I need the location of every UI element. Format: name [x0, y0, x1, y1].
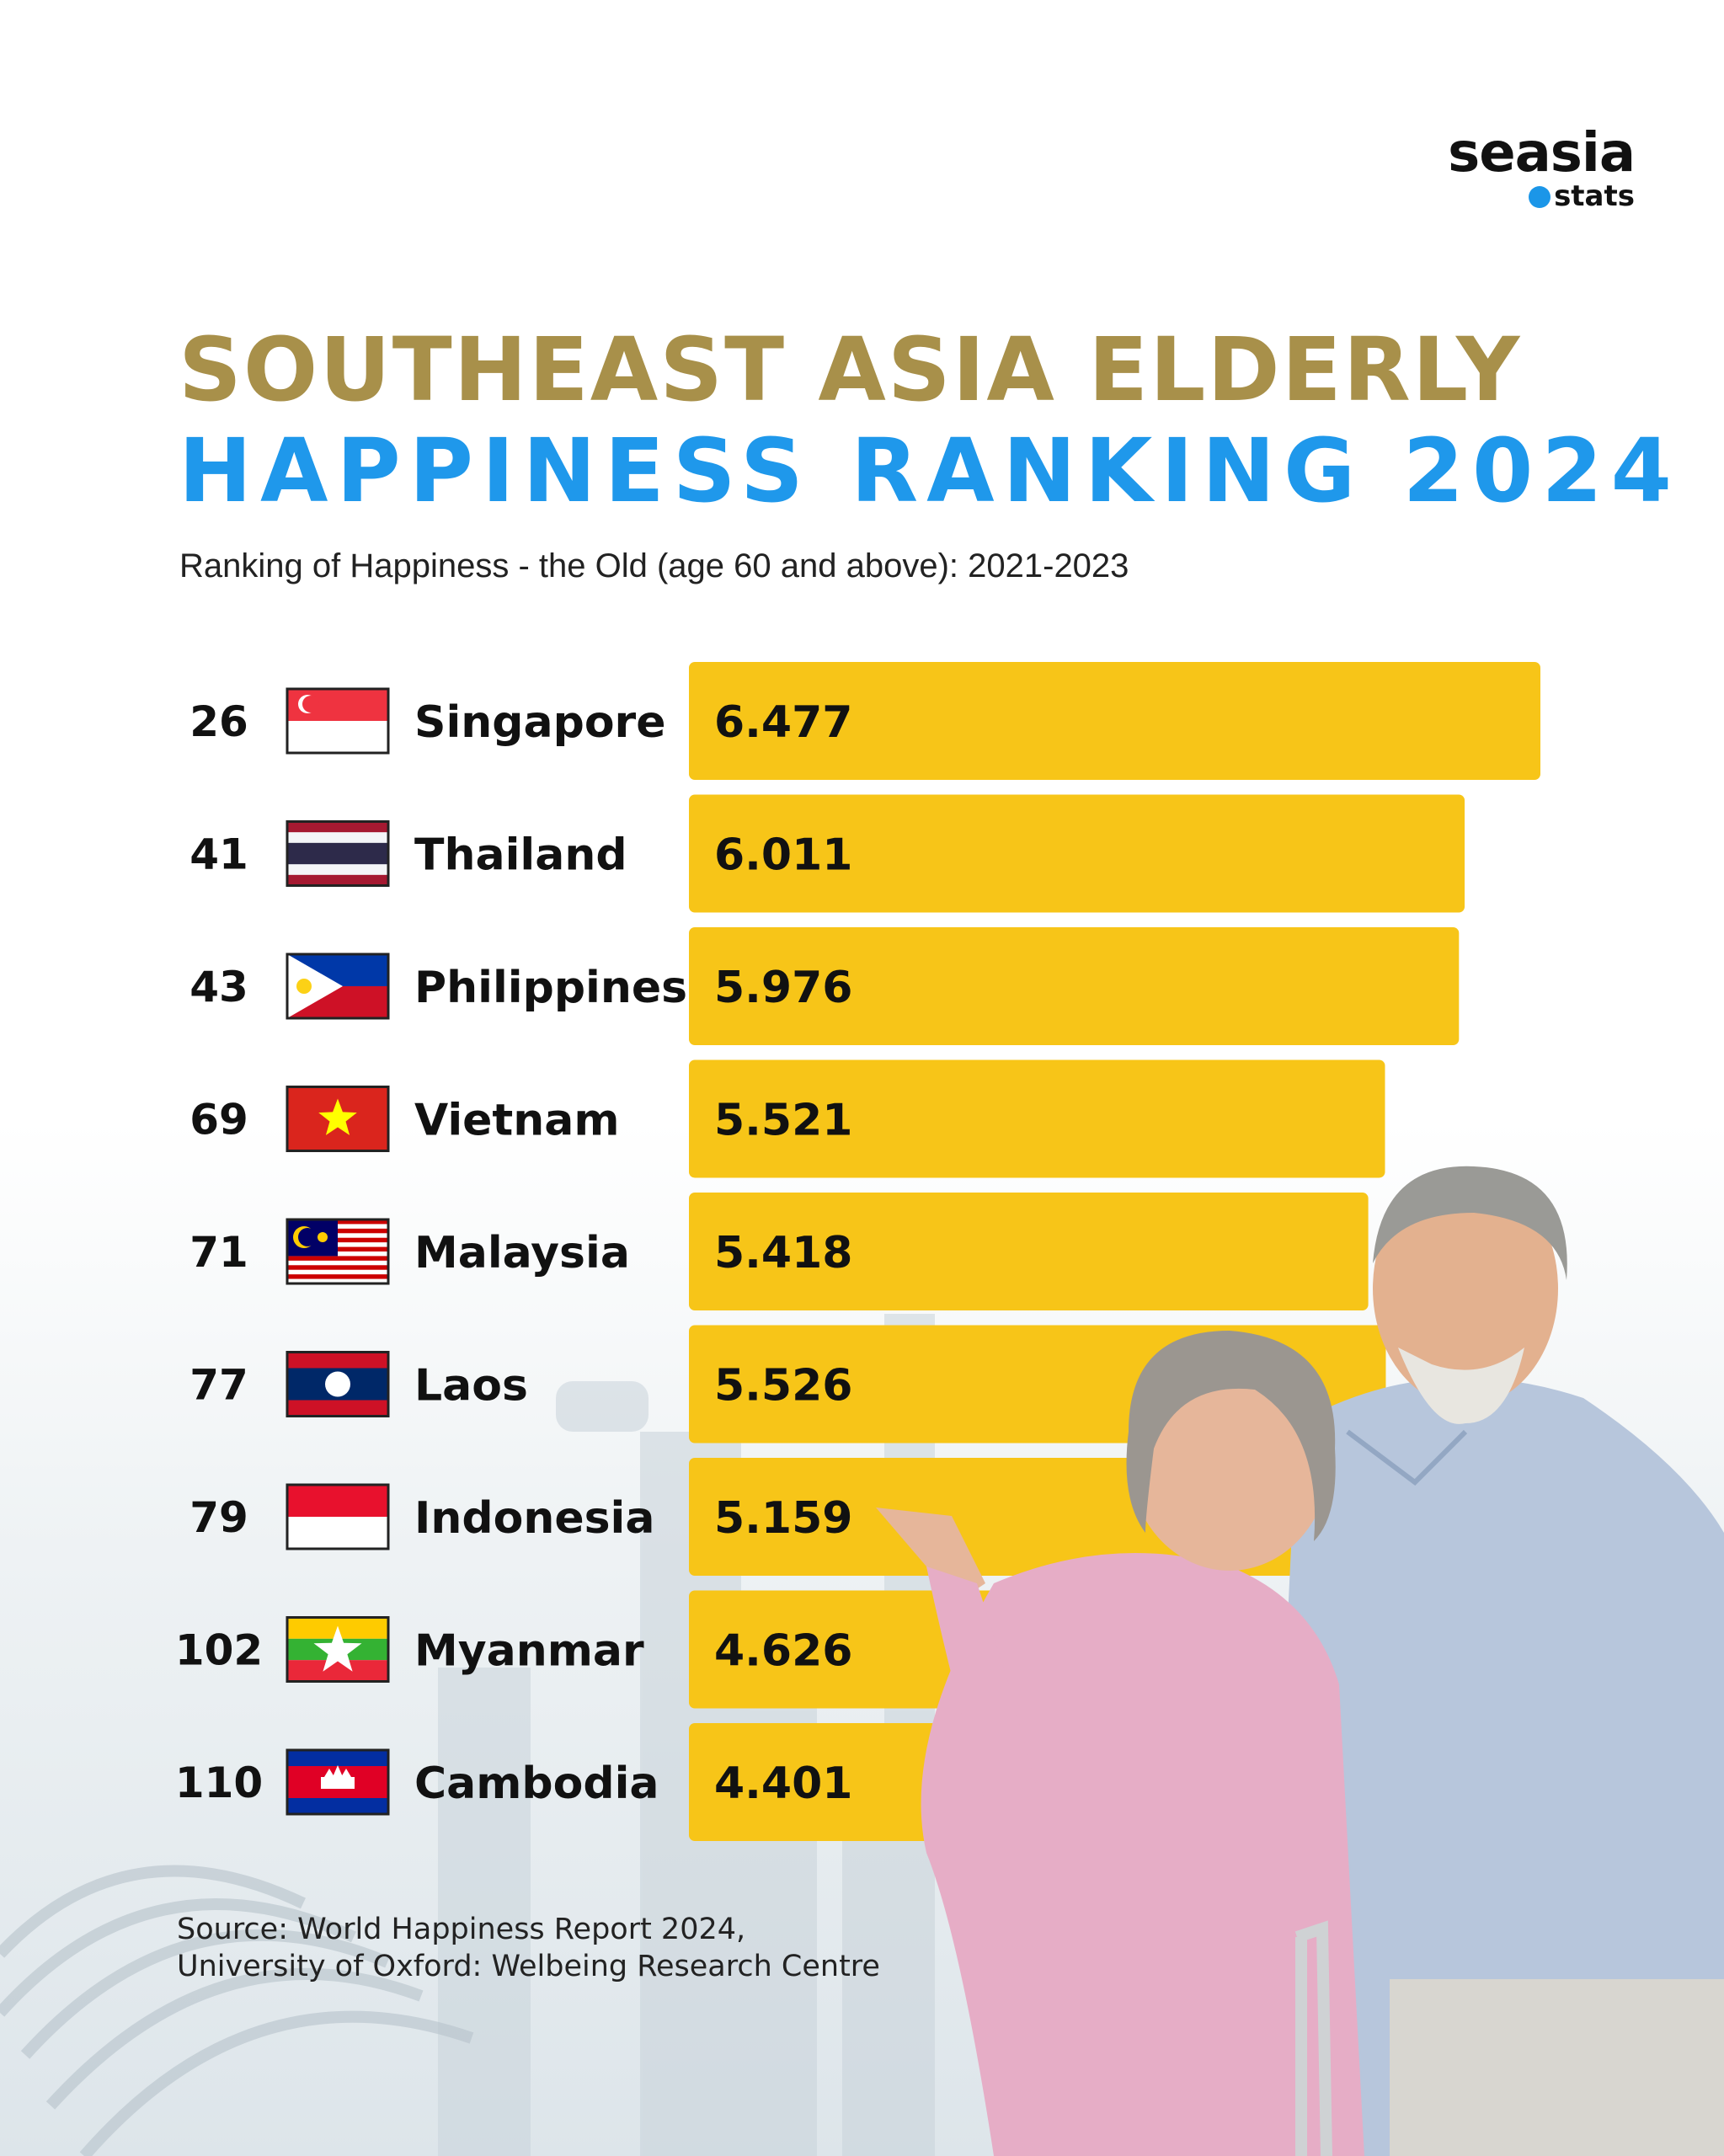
country-label: Malaysia: [414, 1228, 630, 1278]
rank-label: 77: [189, 1361, 248, 1410]
chart-row: 110 Cambodia 4.401: [175, 1723, 1204, 1841]
bar: [689, 927, 1460, 1045]
chart-row: 79 Indonesia 5.159: [189, 1458, 1326, 1576]
bar: [689, 794, 1465, 913]
rank-label: 110: [175, 1758, 263, 1807]
country-label: Laos: [414, 1361, 528, 1412]
bar: [689, 662, 1540, 780]
philippines-flag-icon: [286, 953, 390, 1020]
chart-row: 41 Thailand 6.011: [189, 794, 1465, 913]
rank-label: 71: [189, 1228, 248, 1277]
malaysia-flag-icon: [286, 1218, 390, 1285]
value-label: 5.526: [714, 1361, 852, 1412]
value-label: 5.159: [714, 1493, 852, 1544]
brand-name: seasia: [1448, 122, 1636, 184]
singapore-flag-icon: [286, 687, 390, 755]
country-label: Myanmar: [414, 1626, 644, 1677]
brand-logo: seasia stats: [1448, 122, 1636, 213]
chart-row: 77 Laos 5.526: [189, 1325, 1386, 1444]
chart-row: 71 Malaysia 5.418: [189, 1193, 1369, 1310]
rank-label: 41: [189, 830, 248, 879]
rank-label: 79: [189, 1493, 248, 1542]
vietnam-flag-icon: [286, 1086, 390, 1152]
rank-label: 69: [189, 1096, 248, 1145]
chart-row: 26 Singapore 6.477: [189, 662, 1540, 780]
country-label: Indonesia: [414, 1493, 654, 1544]
rank-label: 26: [189, 697, 248, 746]
chart-row: 69 Vietnam 5.521: [189, 1059, 1385, 1178]
bar: [689, 1059, 1385, 1178]
chart-subtitle: Ranking of Happiness - the Old (age 60 a…: [179, 547, 1129, 584]
indonesia-flag-icon: [286, 1483, 390, 1550]
country-label: Singapore: [414, 697, 665, 748]
thailand-flag-icon: [286, 820, 390, 887]
value-label: 6.477: [714, 697, 852, 748]
page-title-line2: HAPPINESS RANKING 2024: [179, 419, 1681, 522]
value-label: 5.418: [714, 1228, 852, 1278]
value-label: 4.401: [714, 1758, 852, 1809]
chart-row: 43 Philippines 5.976: [189, 927, 1460, 1045]
page-title-line1: SOUTHEAST ASIA ELDERLY: [179, 318, 1522, 421]
country-label: Thailand: [414, 830, 627, 881]
bar: [689, 1193, 1369, 1310]
brand-subname: stats: [1554, 179, 1635, 213]
country-label: Vietnam: [414, 1096, 620, 1146]
brand-dot-icon: [1529, 186, 1551, 208]
rank-label: 102: [175, 1626, 263, 1675]
country-label: Cambodia: [414, 1758, 659, 1809]
country-label: Philippines: [414, 963, 687, 1013]
chart-row: 102 Myanmar 4.626: [175, 1590, 1240, 1709]
myanmar-flag-icon: [286, 1616, 390, 1683]
value-label: 4.626: [714, 1626, 852, 1677]
cambodia-flag-icon: [286, 1748, 390, 1816]
rank-label: 43: [189, 963, 248, 1011]
source-line-1: Source: World Happiness Report 2024,: [177, 1913, 746, 1946]
source-note: Source: World Happiness Report 2024, Uni…: [177, 1912, 880, 1986]
value-label: 6.011: [714, 830, 852, 881]
value-label: 5.521: [714, 1096, 852, 1146]
laos-flag-icon: [286, 1351, 390, 1417]
value-label: 5.976: [714, 963, 852, 1013]
source-line-2: University of Oxford: Welbeing Research …: [177, 1949, 880, 1983]
